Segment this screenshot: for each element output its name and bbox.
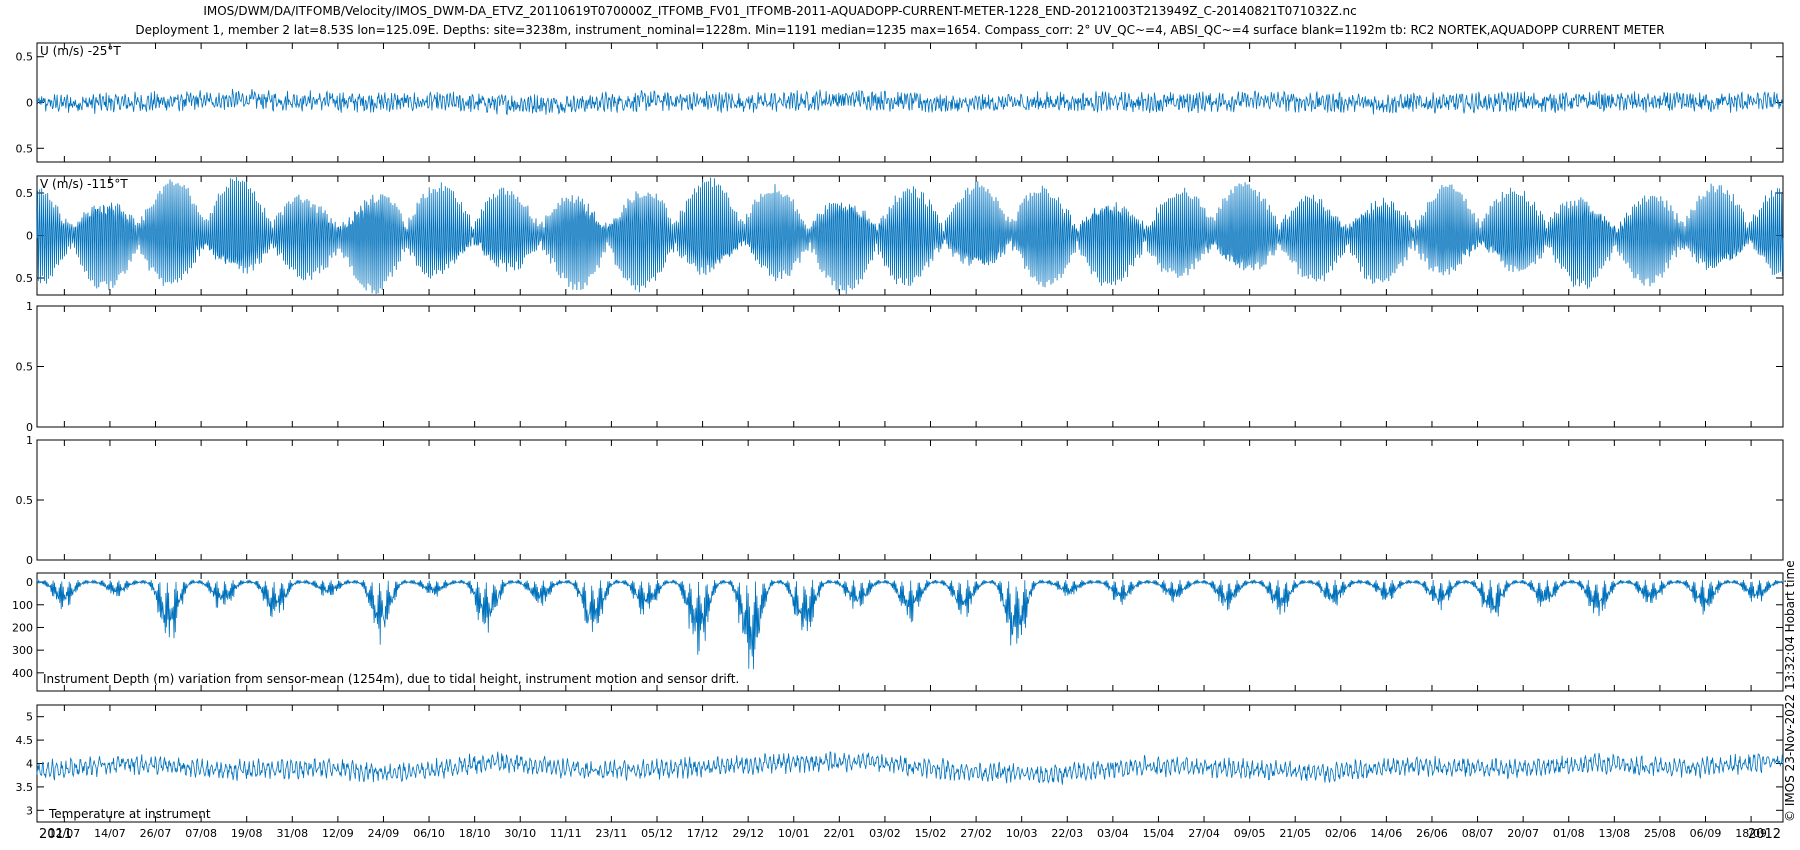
y-tick-label: 0.5 (16, 361, 34, 374)
x-tick-label: 14/06 (1371, 827, 1403, 840)
x-tick-label: 07/08 (185, 827, 217, 840)
panel-frame (36, 305, 1784, 428)
panel-frame (36, 704, 1784, 823)
panel-label: V (m/s) -115°T (40, 177, 128, 191)
y-tick-label: 1 (26, 300, 33, 313)
x-tick-label: 09/05 (1234, 827, 1266, 840)
x-tick-label: 27/04 (1188, 827, 1220, 840)
y-tick-label: 400 (12, 667, 33, 680)
panel-temperature: 5 4.5 4 3.5 3 Temperature at instrument (16, 704, 1784, 823)
panel-frame (36, 439, 1784, 561)
y-tick-label: 4.5 (16, 734, 34, 747)
y-tick-label: 300 (12, 644, 33, 657)
x-tick-label: 18/09 (1735, 827, 1767, 840)
x-tick-label: 26/06 (1416, 827, 1448, 840)
x-tick-label: 31/08 (276, 827, 308, 840)
y-tick-label: 0.5 (16, 187, 34, 200)
y-tick-label: 0 (26, 554, 33, 567)
y-tick-label: 0.5 (16, 272, 34, 285)
panel-label: Temperature at instrument (48, 807, 211, 821)
x-tick-label: 29/12 (732, 827, 764, 840)
x-tick-label: 23/11 (596, 827, 628, 840)
x-tick-label: 03/04 (1097, 827, 1129, 840)
x-tick-label: 06/09 (1690, 827, 1722, 840)
x-tick-label: 26/07 (140, 827, 172, 840)
x-tick-label: 13/08 (1598, 827, 1630, 840)
x-tick-label: 02/06 (1325, 827, 1357, 840)
x-tick-label: 21/05 (1279, 827, 1311, 840)
y-tick-label: 200 (12, 621, 33, 634)
x-tick-label: 10/03 (1006, 827, 1038, 840)
y-tick-label: 3 (26, 804, 33, 817)
series-line-V (36, 176, 1784, 295)
y-tick-label: 0 (26, 421, 33, 434)
series-line-depth (36, 578, 1784, 670)
y-tick-label: 100 (12, 599, 33, 612)
x-tick-label: 06/10 (413, 827, 445, 840)
x-tick-label: 03/02 (869, 827, 901, 840)
x-tick-label: 12/07 (49, 827, 81, 840)
panel-instrument-depth: 0 100 200 300 400 Instrument Depth (m) variat… (12, 572, 1784, 692)
x-tick-label: 22/01 (823, 827, 855, 840)
x-tick-label: 19/08 (231, 827, 263, 840)
x-tick-label: 24/09 (368, 827, 400, 840)
y-tick-label: 4 (26, 758, 33, 771)
series-line-temperature (36, 751, 1784, 785)
x-tick-label: 27/02 (960, 827, 992, 840)
page-title: IMOS/DWM/DA/ITFOMB/Velocity/IMOS_DWM-DA_… (203, 4, 1357, 18)
x-tick-label: 14/07 (94, 827, 126, 840)
panel-empty-1: 10.50 (16, 300, 1784, 434)
x-tick-label: 18/10 (459, 827, 491, 840)
panel-label: U (m/s) -25°T (40, 44, 121, 58)
panel-u-velocity: 0.5 0 0.5 U (m/s) -25°T (16, 42, 1784, 163)
y-tick-label: 1 (26, 434, 33, 447)
panel-v-velocity: 0.5 0 0.5 V (m/s) -115°T (16, 175, 1784, 296)
y-tick-label: 0 (26, 97, 33, 110)
panel-empty-2: 10.50 (16, 434, 1784, 567)
x-tick-label: 15/02 (915, 827, 947, 840)
y-tick-label: 0.5 (16, 51, 34, 64)
credit-text: © IMOS 23-Nov-2022 13:32:04 Hobart time (1783, 560, 1797, 822)
x-tick-label: 17/12 (687, 827, 719, 840)
x-tick-label: 01/08 (1553, 827, 1585, 840)
x-start-year: 2011 (39, 827, 72, 842)
y-tick-label: 0 (26, 230, 33, 243)
x-tick-label: 10/01 (778, 827, 810, 840)
x-end-year: 2012 (1748, 827, 1781, 842)
x-tick-label: 25/08 (1644, 827, 1676, 840)
x-tick-label: 15/04 (1143, 827, 1175, 840)
y-tick-label: 0 (26, 576, 33, 589)
x-tick-label: 08/07 (1462, 827, 1494, 840)
x-tick-label: 30/10 (504, 827, 536, 840)
x-tick-label: 12/09 (322, 827, 354, 840)
y-tick-label: 5 (26, 711, 33, 724)
x-tick-label: 05/12 (641, 827, 673, 840)
x-tick-label: 22/03 (1051, 827, 1083, 840)
y-tick-label: 3.5 (16, 781, 34, 794)
page-subtitle: Deployment 1, member 2 lat=8.53S lon=125… (135, 23, 1665, 37)
x-tick-label: 11/11 (550, 827, 582, 840)
series-line-U (36, 88, 1784, 116)
y-tick-label: 0.5 (16, 142, 34, 155)
panel-label: Instrument Depth (m) variation from sens… (43, 672, 739, 686)
y-tick-label: 0.5 (16, 494, 34, 507)
x-tick-label: 20/07 (1507, 827, 1539, 840)
panel-frame (36, 572, 1784, 692)
